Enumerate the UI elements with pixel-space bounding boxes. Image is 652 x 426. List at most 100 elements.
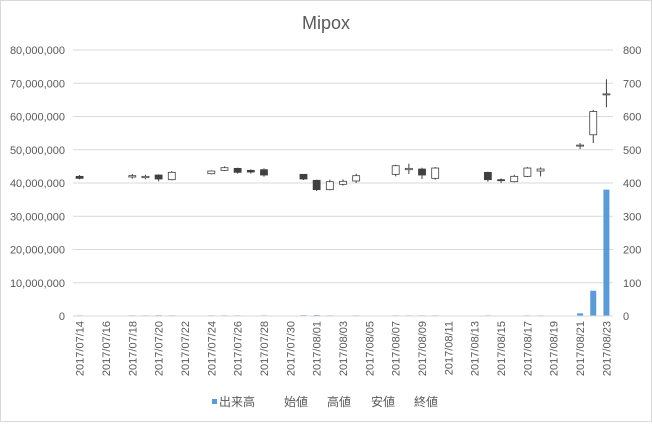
candlestick [404, 163, 413, 175]
legend-item: 高値 [327, 394, 351, 409]
left-axis: 0 10,000,000 20,000,000 30,000,000 40,000,00… [10, 45, 65, 323]
right-axis-tick-label: 600 [623, 112, 641, 124]
candlestick [391, 164, 400, 177]
legend-item: 出来高 [212, 394, 255, 409]
candle-body [246, 169, 255, 173]
left-axis-tick-label: 30,000,000 [10, 211, 65, 223]
x-tick-label: 2017/07/30 [285, 321, 297, 376]
left-axis-tick-label: 0 [59, 311, 65, 323]
left-axis-tick-label: 40,000,000 [10, 178, 65, 190]
candlestick [602, 79, 611, 108]
candlestick [431, 167, 440, 180]
right-axis-tick-label: 700 [623, 78, 641, 90]
candlestick [141, 174, 150, 180]
candle-body [154, 174, 163, 180]
x-tick-label: 2017/08/01 [312, 321, 324, 376]
volume-bar [577, 313, 584, 316]
x-tick-label: 2017/07/18 [127, 321, 139, 376]
volume-bar [603, 189, 610, 316]
x-tick-label: 2017/08/19 [549, 321, 561, 376]
candle-body [510, 175, 519, 183]
x-tick-label: 2017/07/14 [75, 321, 87, 376]
candle-body [339, 180, 347, 185]
left-axis-tick-label: 60,000,000 [10, 112, 65, 124]
legend-item: 終値 [414, 394, 438, 409]
right-axis-tick-label: 200 [623, 245, 641, 257]
x-tick-label: 2017/07/28 [259, 321, 271, 376]
candle-body [128, 175, 137, 178]
candlestick-series [75, 79, 611, 191]
candlestick [497, 178, 505, 183]
candlestick [523, 167, 532, 178]
x-tick-label: 2017/08/17 [522, 321, 534, 376]
candlestick [128, 174, 137, 179]
candlestick [576, 143, 584, 150]
x-tick-label: 2017/07/26 [233, 321, 245, 376]
left-axis-tick-label: 70,000,000 [10, 78, 65, 90]
candle-body [299, 173, 308, 180]
candlestick [260, 168, 268, 177]
candlestick [418, 167, 426, 180]
candle-body [418, 168, 426, 176]
right-axis-tick-label: 800 [623, 45, 641, 57]
candlestick [483, 171, 492, 182]
candle-body [167, 171, 176, 181]
candlestick [207, 170, 216, 175]
left-axis-tick-label: 10,000,000 [10, 278, 65, 290]
x-tick-label: 2017/08/21 [575, 321, 587, 376]
x-tick-label: 2017/07/24 [206, 321, 218, 376]
candlestick [220, 166, 229, 172]
candle-body [536, 168, 545, 172]
x-tick-label: 2017/08/15 [496, 321, 508, 376]
candlestick [589, 109, 598, 144]
candlestick [339, 179, 347, 186]
candlestick [510, 174, 519, 183]
candlestick [246, 169, 255, 174]
candle-body [75, 175, 84, 179]
x-tick-label: 2017/07/22 [180, 321, 192, 376]
candlestick [325, 179, 334, 191]
legend-label: 終値 [414, 394, 438, 409]
left-axis-tick-label: 20,000,000 [10, 245, 65, 257]
legend: 出来高 始値 高値 安値 終値 [212, 394, 438, 409]
gridlines [73, 49, 613, 284]
right-axis-tick-label: 300 [623, 211, 641, 223]
candlestick [233, 167, 242, 174]
legend-label: 安値 [371, 394, 395, 409]
candlestick [154, 174, 163, 182]
legend-label: 始値 [284, 394, 308, 409]
candle-body [483, 171, 492, 181]
candle-body [312, 179, 321, 191]
candlestick [167, 171, 176, 181]
x-axis-labels: 2017/07/14 2017/07/16 2017/07/18 2017/07/20… [75, 321, 614, 376]
candle-body [431, 167, 440, 179]
legend-item: 安値 [371, 394, 395, 409]
x-tick-label: 2017/07/16 [101, 321, 113, 376]
volume-bar [590, 290, 597, 316]
right-axis: 0 100 200 300 400 500 600 700 800 [623, 45, 641, 323]
candlestick [536, 167, 545, 177]
legend-label: 出来高 [219, 394, 255, 409]
x-tick-label: 2017/08/09 [417, 321, 429, 376]
candlestick [312, 179, 321, 191]
right-axis-tick-label: 100 [623, 278, 641, 290]
candle-body [207, 170, 216, 175]
candle-body [260, 169, 268, 176]
candle-body [589, 111, 598, 136]
candle-body [141, 175, 150, 179]
candle-body [497, 179, 505, 182]
x-tick-label: 2017/07/20 [154, 321, 166, 376]
candle-body [523, 167, 532, 177]
candlestick [299, 173, 308, 181]
right-axis-tick-label: 500 [623, 145, 641, 157]
x-tick-label: 2017/08/07 [391, 321, 403, 376]
volume-series [76, 189, 610, 317]
candle-body [220, 167, 229, 171]
candle-body [602, 93, 611, 96]
candle-body [352, 175, 361, 182]
x-tick-label: 2017/08/13 [470, 321, 482, 376]
x-tick-label: 2017/08/03 [338, 321, 350, 376]
candle-body [325, 181, 334, 191]
